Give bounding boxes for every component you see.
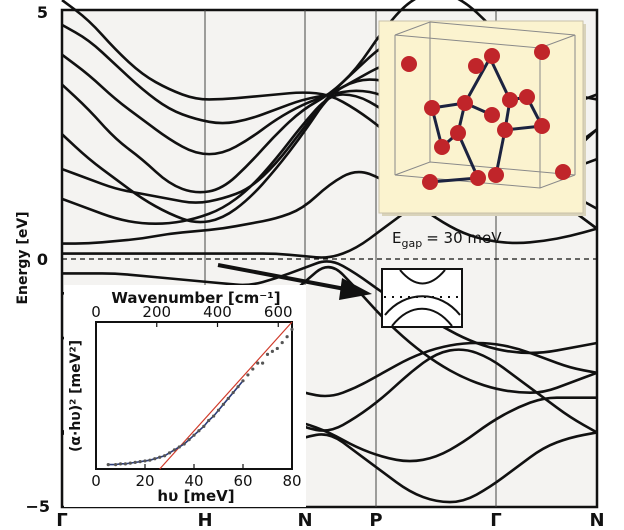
atoms <box>401 44 571 190</box>
zoom-arrow-line <box>217 263 346 291</box>
absorption-y-label: (α·hυ)² [meV²] <box>68 340 84 452</box>
absorption-point-15 <box>182 442 186 446</box>
absorption-point-11 <box>163 454 167 458</box>
absorption-plot-area <box>95 321 293 470</box>
absorption-point-29 <box>251 367 255 371</box>
absorption-point-27 <box>241 379 245 383</box>
absorption-x-tick-label-4: 80 <box>282 472 301 490</box>
absorption-point-14 <box>177 445 181 449</box>
absorption-point-30 <box>256 361 260 365</box>
absorption-x-tick-label-3: 60 <box>233 472 252 490</box>
absorption-point-26 <box>236 385 240 389</box>
absorption-x-tick-label-2: 40 <box>184 472 203 490</box>
absorption-point-24 <box>226 396 230 401</box>
absorption-point-0 <box>106 462 110 467</box>
gap-annotation: Egap = 30 meV <box>392 229 502 250</box>
absorption-point-32 <box>265 352 270 356</box>
absorption-top-tick-label-0: 0 <box>91 303 101 321</box>
absorption-point-25 <box>231 390 235 395</box>
absorption-point-22 <box>216 408 221 412</box>
absorption-point-1 <box>114 462 118 467</box>
absorption-point-9 <box>153 457 157 461</box>
y-tick-zero: 0 <box>37 250 48 269</box>
x-tick-label-2: N <box>297 510 312 530</box>
x-tick-label-1: H <box>197 510 212 530</box>
absorption-top-tick-label-2: 400 <box>203 303 232 321</box>
absorption-point-33 <box>270 349 274 353</box>
y-tick-top: 5 <box>37 3 48 22</box>
absorption-point-3 <box>123 462 127 466</box>
absorption-point-19 <box>202 424 206 428</box>
absorption-point-10 <box>158 455 162 459</box>
absorption-point-23 <box>221 402 225 406</box>
absorption-point-8 <box>148 458 152 462</box>
crystal-structure-inset <box>378 20 586 216</box>
absorption-x-tick-label-1: 20 <box>135 472 154 490</box>
absorption-point-34 <box>275 346 279 351</box>
absorption-point-6 <box>138 460 142 464</box>
absorption-point-21 <box>212 414 216 418</box>
absorption-x-label: hυ [meV] <box>157 487 234 505</box>
absorption-point-13 <box>172 448 176 452</box>
y-tick-bottom: −5 <box>25 497 50 516</box>
absorption-point-16 <box>187 438 191 442</box>
x-tick-label-3: P <box>369 510 382 530</box>
absorption-point-4 <box>128 461 132 465</box>
band-curve-9 <box>62 260 598 355</box>
absorption-point-35 <box>280 340 284 345</box>
y-axis-label: Energy [eV] <box>15 211 31 304</box>
band-curve-7 <box>62 170 598 245</box>
x-tick-label-4: Γ <box>490 510 501 530</box>
absorption-point-31 <box>261 361 265 365</box>
absorption-point-2 <box>118 462 123 466</box>
absorption-point-17 <box>192 433 196 437</box>
x-tick-label-0: Γ <box>56 510 67 530</box>
unit-cell-box <box>394 21 576 189</box>
absorption-fit-line <box>159 321 293 470</box>
absorption-point-20 <box>207 418 211 423</box>
x-tick-label-5: N <box>589 510 604 530</box>
absorption-top-tick-label-1: 200 <box>142 303 171 321</box>
absorption-point-37 <box>290 327 294 331</box>
absorption-point-5 <box>133 460 137 464</box>
absorption-point-12 <box>167 451 172 455</box>
absorption-point-18 <box>197 429 201 433</box>
absorption-point-7 <box>143 459 147 463</box>
absorption-point-28 <box>246 373 250 377</box>
absorption-data-curve <box>108 380 244 466</box>
absorption-top-tick-label-3: 600 <box>264 303 293 321</box>
absorption-top-label: Wavenumber [cm⁻¹] <box>111 289 280 307</box>
absorption-x-tick-label-0: 0 <box>91 472 101 490</box>
zoom-arrow-head <box>339 278 372 300</box>
absorption-point-36 <box>285 335 289 339</box>
absorption-plot-marks: 0 20 40 60 80 0 200 400 600 <box>91 303 301 490</box>
gap-zoom-inset <box>381 268 463 328</box>
